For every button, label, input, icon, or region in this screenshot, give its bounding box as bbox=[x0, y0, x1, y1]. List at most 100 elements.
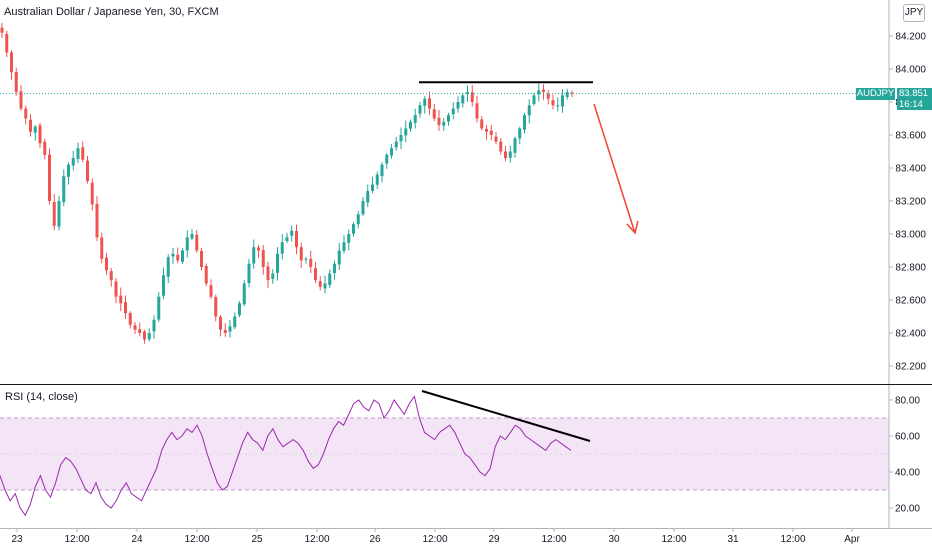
time-tick-label: 12:00 bbox=[541, 534, 566, 545]
price-tick-label: 84.000 bbox=[895, 65, 926, 76]
candle-body bbox=[119, 295, 123, 304]
candle-body bbox=[128, 313, 132, 325]
candle-body bbox=[380, 164, 384, 177]
time-tick-label: 25 bbox=[251, 534, 263, 545]
candle-body bbox=[337, 250, 341, 265]
candle-body bbox=[14, 72, 18, 93]
price-tick-label: 82.200 bbox=[895, 362, 926, 373]
candle-body bbox=[532, 95, 536, 105]
candle-body bbox=[480, 119, 484, 129]
rsi-tick-label: 80.00 bbox=[895, 396, 920, 407]
candle-body bbox=[390, 148, 393, 156]
candle-body bbox=[451, 108, 455, 115]
rsi-title: RSI (14, close) bbox=[5, 391, 78, 403]
candle-body bbox=[228, 326, 232, 332]
rsi-series bbox=[0, 395, 572, 517]
time-tick-label: 31 bbox=[727, 534, 739, 545]
candle-body bbox=[513, 138, 517, 153]
price-tick-label: 84.200 bbox=[895, 32, 926, 43]
candle-body bbox=[90, 182, 94, 205]
time-tick-label: 12:00 bbox=[184, 534, 209, 545]
candle-body bbox=[261, 249, 265, 267]
candle-body bbox=[62, 176, 66, 203]
candle-body bbox=[499, 141, 503, 152]
candle-body bbox=[447, 115, 450, 122]
candle-body bbox=[470, 92, 474, 102]
candle-body bbox=[551, 100, 555, 106]
price-tick-label: 83.000 bbox=[895, 230, 926, 241]
candle-body bbox=[523, 115, 526, 130]
candle-body bbox=[280, 242, 284, 254]
candle-body bbox=[385, 154, 389, 164]
price-tick-label: 83.400 bbox=[895, 164, 926, 175]
candle-body bbox=[570, 92, 574, 94]
time-tick-label: 12:00 bbox=[780, 534, 805, 545]
candle-body bbox=[52, 202, 56, 226]
candle-body bbox=[366, 191, 370, 203]
candle-body bbox=[147, 333, 151, 340]
candle-body bbox=[38, 125, 42, 144]
candle-body bbox=[266, 266, 270, 281]
candle-body bbox=[109, 271, 113, 281]
candle-body bbox=[437, 117, 441, 126]
down-arrow-head bbox=[626, 220, 639, 235]
candle-body bbox=[181, 250, 184, 262]
candle-body bbox=[404, 128, 408, 136]
candle-body bbox=[24, 108, 28, 119]
candle-body bbox=[209, 285, 213, 297]
candle-body bbox=[466, 92, 469, 95]
candle-body bbox=[347, 234, 351, 243]
candle-body bbox=[166, 257, 170, 277]
time-tick-label: 24 bbox=[131, 534, 143, 545]
candle-body bbox=[76, 148, 80, 159]
candle-body bbox=[190, 234, 194, 239]
candle-body bbox=[399, 135, 403, 142]
candle-body bbox=[475, 103, 479, 119]
price-tick-label: 83.600 bbox=[895, 131, 926, 142]
candle-body bbox=[157, 296, 161, 320]
candle-body bbox=[371, 184, 374, 191]
overlays bbox=[0, 81, 889, 442]
chart-title: Australian Dollar / Japanese Yen, 30, FX… bbox=[4, 6, 219, 18]
rsi-divergence-trendline bbox=[421, 390, 591, 442]
rsi-line bbox=[0, 395, 572, 517]
candle-body bbox=[361, 201, 365, 215]
time-tick-label: 12:00 bbox=[422, 534, 447, 545]
candle-body bbox=[67, 164, 70, 177]
candle-body bbox=[561, 95, 564, 107]
candle-body bbox=[342, 242, 346, 251]
candle-body bbox=[114, 281, 118, 297]
time-tick-label: 12:00 bbox=[64, 534, 89, 545]
candle-body bbox=[29, 119, 32, 132]
currency-badge[interactable]: JPY bbox=[903, 4, 925, 22]
candle-body bbox=[504, 151, 507, 159]
candle-body bbox=[518, 128, 522, 139]
candle-body bbox=[176, 254, 180, 261]
candle-body bbox=[527, 105, 531, 116]
candle-body bbox=[428, 98, 431, 109]
rsi-tick-label: 60.00 bbox=[895, 432, 920, 443]
candle-body bbox=[542, 89, 545, 93]
candle-body bbox=[86, 160, 89, 182]
candle-body bbox=[409, 121, 412, 129]
candle-body bbox=[19, 91, 23, 109]
time-tick-label: 26 bbox=[369, 534, 381, 545]
price-tick-label: 82.600 bbox=[895, 296, 926, 307]
candle-body bbox=[489, 130, 493, 135]
price-tick-label: 83.200 bbox=[895, 197, 926, 208]
candle-body bbox=[328, 273, 332, 286]
candle-body bbox=[565, 92, 569, 98]
candle-body bbox=[162, 275, 165, 296]
candle-body bbox=[152, 319, 156, 332]
candle-body bbox=[356, 214, 360, 225]
candle-body bbox=[323, 283, 327, 289]
time-tick-label: 23 bbox=[11, 534, 23, 545]
candle-body bbox=[537, 90, 541, 95]
candles bbox=[0, 22, 574, 344]
candle-body bbox=[200, 250, 203, 267]
price-tag-value: 83.851 bbox=[899, 88, 929, 99]
candle-body bbox=[252, 247, 256, 264]
price-tag-countdown: 16:14 bbox=[899, 99, 923, 110]
